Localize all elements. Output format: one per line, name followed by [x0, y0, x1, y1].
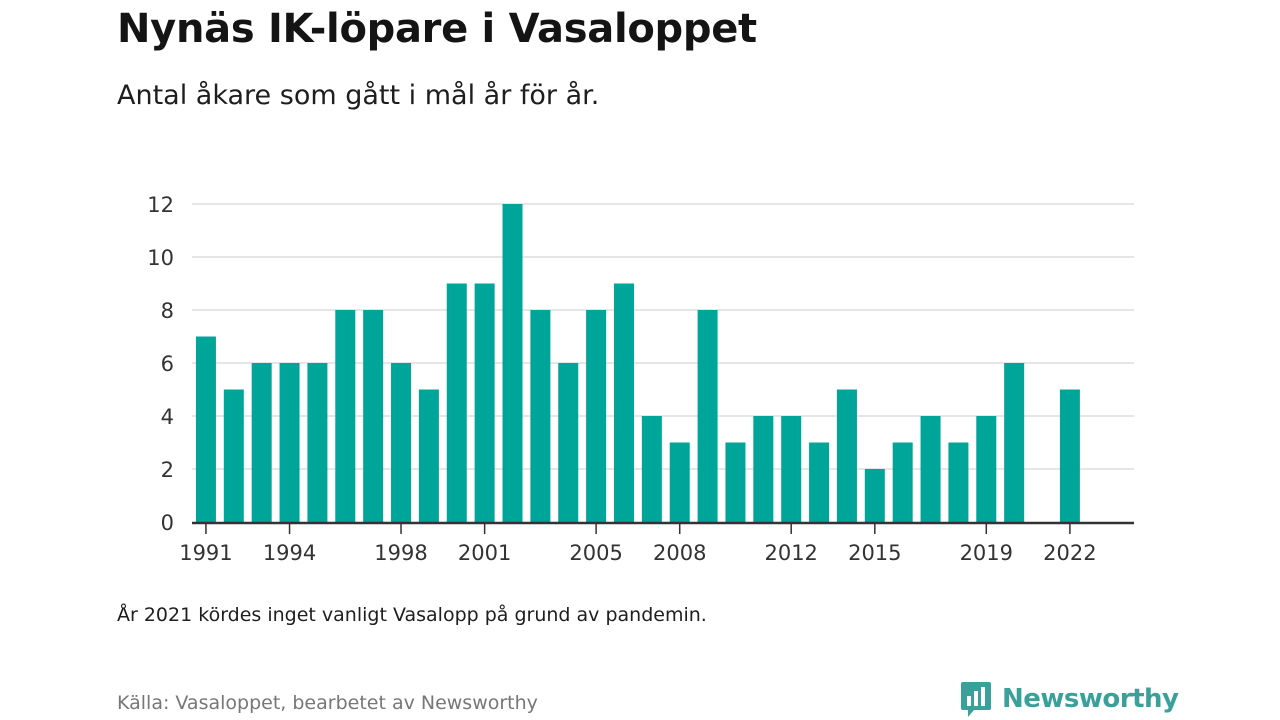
bar: [836, 389, 857, 522]
x-tick-label: 2012: [764, 541, 817, 565]
bar: [920, 416, 941, 522]
bar: [697, 310, 718, 522]
bar: [892, 442, 913, 522]
y-tick-label: 4: [161, 405, 174, 429]
bar: [864, 469, 885, 522]
bar: [586, 310, 607, 522]
y-tick-label: 8: [161, 299, 174, 323]
bar: [223, 389, 244, 522]
bar: [474, 283, 495, 522]
bar: [502, 204, 523, 522]
x-tick-label: 2008: [653, 541, 706, 565]
bar: [613, 283, 634, 522]
bar: [976, 416, 997, 522]
bar: [558, 363, 579, 522]
source-text: Källa: Vasaloppet, bearbetet av Newswort…: [117, 692, 538, 714]
bar: [251, 363, 272, 522]
bar: [725, 442, 746, 522]
bar: [641, 416, 662, 522]
x-tick-label: 2022: [1043, 541, 1096, 565]
brand-name: Newsworthy: [1002, 684, 1179, 714]
bar: [530, 310, 551, 522]
bar: [363, 310, 384, 522]
bar: [195, 336, 216, 522]
y-tick-label: 2: [161, 458, 174, 482]
y-tick-label: 6: [161, 352, 174, 376]
x-tick-label: 2015: [848, 541, 901, 565]
y-tick-label: 10: [147, 246, 174, 270]
bar: [1059, 389, 1080, 522]
bar: [669, 442, 690, 522]
bar: [753, 416, 774, 522]
bar: [391, 363, 412, 522]
bar: [948, 442, 969, 522]
x-tick-label: 1994: [263, 541, 316, 565]
newsworthy-logo-icon: [961, 682, 991, 717]
bar: [446, 283, 467, 522]
chart-footnote: År 2021 kördes inget vanligt Vasalopp på…: [117, 604, 707, 626]
y-tick-label: 12: [147, 193, 174, 217]
bar: [1004, 363, 1025, 522]
bar: [307, 363, 328, 522]
x-tick-label: 1991: [179, 541, 232, 565]
bar: [809, 442, 830, 522]
chart-subtitle: Antal åkare som gått i mål år för år.: [117, 80, 600, 111]
chart-title: Nynäs IK-löpare i Vasaloppet: [117, 6, 757, 52]
x-tick-label: 2019: [960, 541, 1013, 565]
y-tick-label: 0: [161, 511, 174, 535]
brand-logo: Newsworthy: [960, 680, 1179, 718]
bar: [335, 310, 356, 522]
bar: [279, 363, 300, 522]
bar: [781, 416, 802, 522]
x-tick-label: 1998: [374, 541, 427, 565]
x-tick-label: 2005: [569, 541, 622, 565]
bar: [418, 389, 439, 522]
x-tick-label: 2001: [458, 541, 511, 565]
